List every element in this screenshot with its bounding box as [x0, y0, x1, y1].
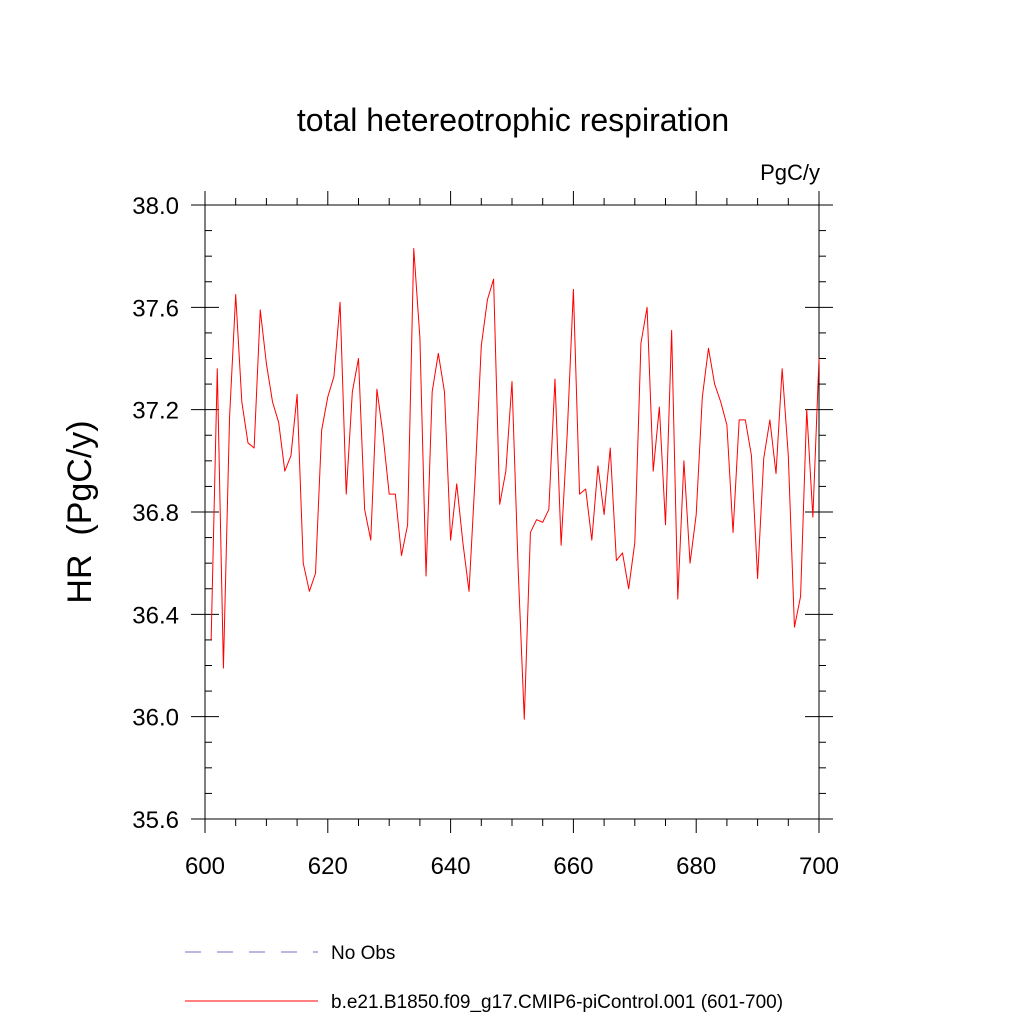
series-layer — [210, 247, 820, 720]
legend-label-no-obs: No Obs — [331, 943, 395, 964]
x-tick-label: 640 — [431, 853, 471, 880]
x-tick-label: 600 — [185, 853, 225, 880]
y-tick-label: 37.6 — [132, 295, 179, 322]
x-tick-label: 700 — [799, 853, 839, 880]
y-tick-label: 37.2 — [132, 398, 179, 425]
series-line-1 — [210, 247, 820, 720]
axis-ticks — [191, 191, 833, 833]
y-tick-label: 38.0 — [132, 193, 179, 220]
x-tick-label: 680 — [676, 853, 716, 880]
x-tick-label: 660 — [553, 853, 593, 880]
y-tick-label: 36.4 — [132, 602, 179, 629]
legend-item-picontrol: b.e21.B1850.f09_g17.CMIP6-piControl.001 … — [185, 992, 783, 1013]
legend: No Obs b.e21.B1850.f09_g17.CMIP6-piContr… — [185, 943, 783, 1013]
units-label: PgC/y — [760, 160, 820, 185]
axis-tick-labels: 600 620 640 660 680 700 35.6 36.0 36.4 36.8 37.2 37… — [132, 193, 839, 880]
legend-item-no-obs: No Obs — [185, 943, 395, 964]
y-tick-label: 36.8 — [132, 500, 179, 527]
chart-title: total hetereotrophic respiration — [297, 102, 729, 138]
plot-area: 600 620 640 660 680 700 35.6 36.0 36.4 36.8 37.2 37… — [132, 191, 839, 880]
y-tick-label: 36.0 — [132, 705, 179, 732]
legend-label-picontrol: b.e21.B1850.f09_g17.CMIP6-piControl.001 … — [331, 992, 783, 1013]
y-tick-label: 35.6 — [132, 807, 179, 834]
x-tick-label: 620 — [308, 853, 348, 880]
y-axis-label: HR (PgC/y) — [61, 420, 99, 603]
plot-frame — [204, 204, 820, 820]
